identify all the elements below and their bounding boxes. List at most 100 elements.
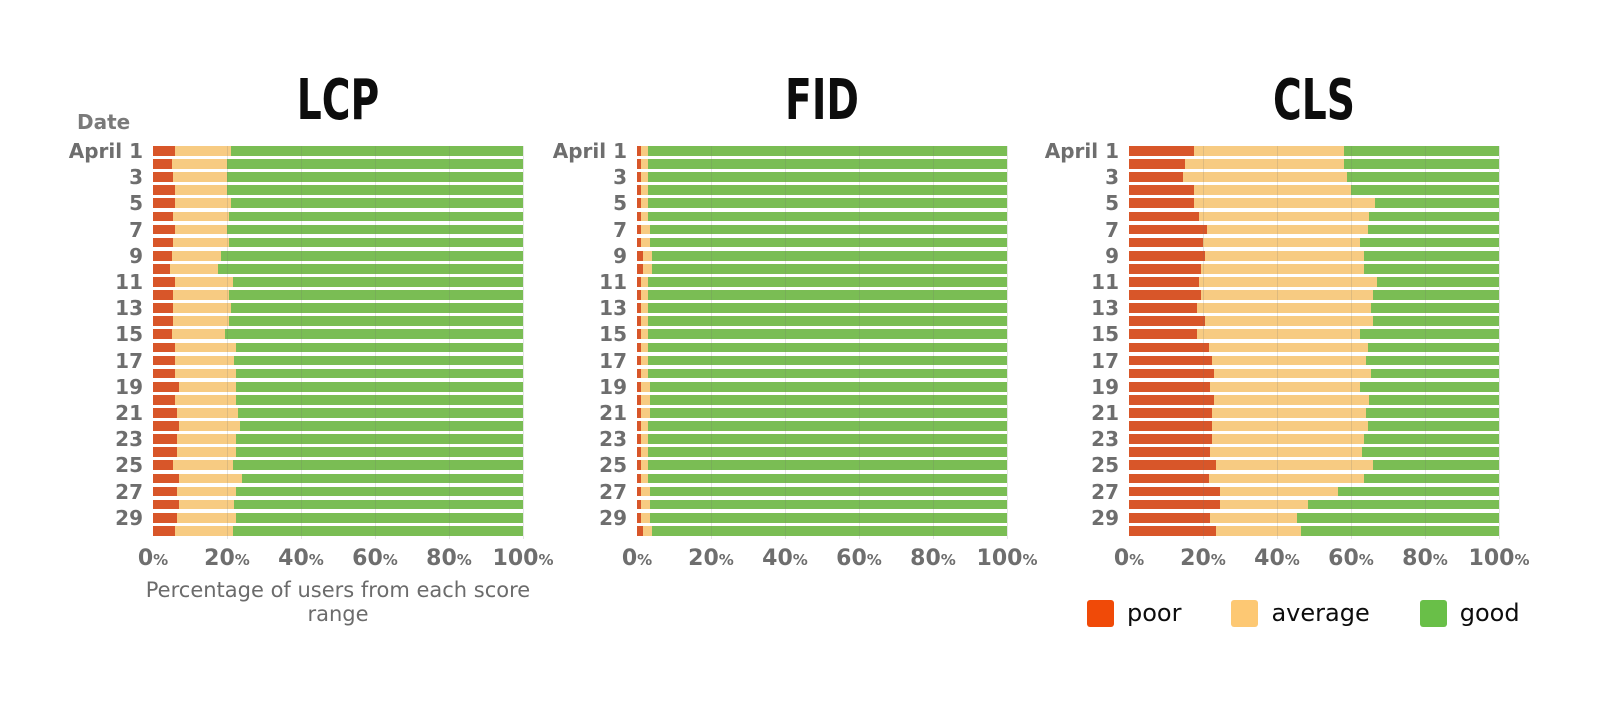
bar-segment-poor [1129, 250, 1205, 261]
bar-row [637, 146, 1007, 156]
x-axis-tick: 80% [1402, 546, 1448, 571]
bar-segment-poor [153, 434, 178, 444]
bar-segment-good [651, 263, 1007, 274]
bar-segment-poor [153, 447, 178, 458]
bar-segment-good [228, 237, 523, 248]
bar-segment-poor [637, 447, 641, 458]
bar-segment-good [1363, 434, 1499, 444]
x-axis-tick: 40% [278, 546, 324, 571]
bar-segment-good [1365, 408, 1499, 418]
bar-segment-poor [1129, 499, 1220, 510]
bar-row [1129, 198, 1499, 209]
bar-segment-poor [637, 159, 641, 169]
bar-row [153, 250, 523, 261]
bar-segment-average [640, 434, 649, 444]
bar-row [153, 434, 523, 444]
y-axis-label: 29 [1091, 505, 1119, 530]
bar-row [1129, 434, 1499, 444]
bar-row [1129, 303, 1499, 313]
plot-wrap: April 1 3 5 7 9 11 13 15 17 19 21 23 25 27 29 [1041, 141, 1500, 539]
bar-segment-good [230, 146, 523, 156]
bar-row [153, 421, 523, 431]
bar-segment-poor [637, 368, 641, 379]
bar-segment-average [178, 473, 242, 484]
gridline [1007, 146, 1008, 539]
bar-segment-poor [153, 159, 172, 169]
bar-segment-good [1371, 303, 1499, 313]
bar-segment-good [241, 473, 523, 484]
bar-segment-good [1376, 277, 1499, 287]
bar-segment-good [236, 381, 523, 392]
bar-segment-good [1367, 224, 1499, 235]
chart-cls: CLS April 1 3 5 7 9 11 13 15 17 19 21 23 25 27 29 0% 20… [1041, 60, 1530, 708]
bar-segment-good [648, 329, 1007, 340]
bar-segment-average [173, 316, 229, 327]
bar-row [1129, 447, 1499, 458]
x-axis-tick: 80% [426, 546, 472, 571]
gridline [1351, 146, 1352, 539]
x-axis-tick: 20% [688, 546, 734, 571]
gridline [523, 146, 524, 539]
gridline [1277, 146, 1278, 539]
bar-segment-good [651, 525, 1007, 536]
x-axis: 0% 20% 40% 60% 80% 100% [1114, 546, 1530, 576]
bar-segment-good [648, 342, 1007, 353]
chart-title-fid: FID [785, 68, 859, 133]
bar-row [1129, 263, 1499, 274]
bar-segment-average [178, 421, 240, 431]
bar-row [637, 394, 1007, 405]
bar-segment-average [1219, 499, 1309, 510]
bar-segment-average [640, 290, 649, 300]
bar-row [637, 290, 1007, 300]
bar-row [153, 368, 523, 379]
bar-segment-poor [153, 499, 179, 510]
bar-segment-average [640, 394, 650, 405]
bar-segment-good [1367, 421, 1499, 431]
bar-segment-average [1197, 303, 1372, 313]
y-axis-label: 11 [1091, 269, 1119, 294]
bar-segment-good [232, 460, 523, 471]
x-axis-tick: 0% [1113, 546, 1145, 571]
bar-segment-poor [153, 421, 179, 431]
bar-segment-poor [637, 277, 641, 287]
y-axis-label: 27 [599, 479, 627, 504]
legend: poor average good [1087, 598, 1520, 628]
gridline [301, 146, 302, 539]
bar-segment-good [648, 303, 1007, 313]
bar-segment-average [177, 486, 237, 497]
bar-segment-good [232, 525, 523, 536]
bar-segment-average [173, 303, 231, 313]
bar-row [637, 434, 1007, 444]
bar-segment-average [640, 329, 649, 340]
y-axis-label: 29 [599, 505, 627, 530]
bar-segment-average [1201, 290, 1374, 300]
bar-row [637, 421, 1007, 431]
gridline [449, 146, 450, 539]
bar-segment-good [648, 316, 1007, 327]
bar-segment-good [236, 434, 523, 444]
bar-segment-good [648, 146, 1007, 156]
bar-segment-poor [153, 329, 172, 340]
y-axis-label: 29 [115, 505, 143, 530]
bar-row [153, 381, 523, 392]
bar-segment-poor [637, 263, 643, 274]
bar-segment-good [239, 421, 523, 431]
bar-row [153, 473, 523, 484]
bar-segment-average [640, 224, 650, 235]
bar-segment-good [1373, 460, 1499, 471]
bar-row [637, 316, 1007, 327]
bar-segment-poor [637, 172, 641, 182]
bar-segment-poor [153, 342, 176, 353]
bar-segment-average [171, 329, 226, 340]
x-axis: 0% 20% 40% 60% 80% 100% [138, 546, 554, 576]
bar-segment-average [640, 185, 649, 196]
bar-row [153, 172, 523, 182]
legend-label: poor [1127, 599, 1182, 627]
bar-segment-good [648, 185, 1007, 196]
bar-segment-good [230, 303, 523, 313]
y-axis-label: 9 [129, 243, 143, 268]
y-axis-label: 17 [115, 348, 143, 373]
bar-row [1129, 525, 1499, 536]
bar-segment-good [648, 368, 1007, 379]
bar-segment-poor [153, 408, 178, 418]
